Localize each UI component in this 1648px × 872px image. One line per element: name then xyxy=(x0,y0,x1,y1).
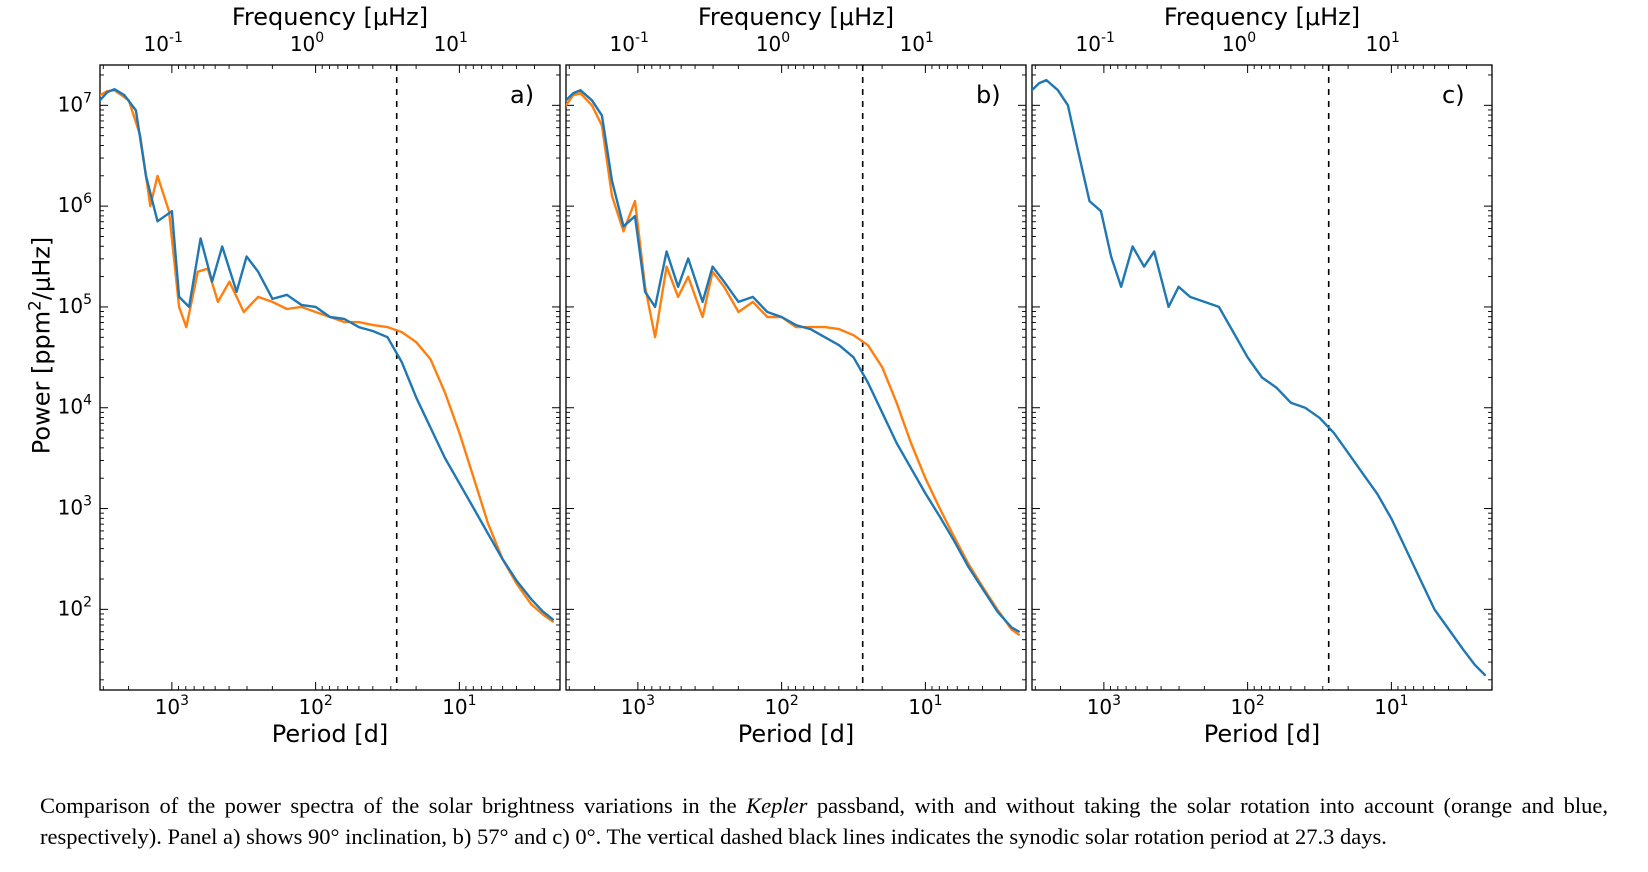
svg-text:101: 101 xyxy=(908,693,942,719)
svg-text:105: 105 xyxy=(58,292,92,318)
svg-text:Period [d]: Period [d] xyxy=(272,720,388,748)
svg-text:102: 102 xyxy=(1230,693,1264,719)
figure-svg: 103102101Period [d]10-1100101Frequency [… xyxy=(0,0,1648,872)
svg-text:101: 101 xyxy=(1374,693,1408,719)
svg-text:103: 103 xyxy=(155,693,189,719)
svg-text:103: 103 xyxy=(1087,693,1121,719)
svg-text:101: 101 xyxy=(1366,30,1400,56)
figure-caption: Comparison of the power spectra of the s… xyxy=(40,791,1608,852)
svg-text:100: 100 xyxy=(290,30,324,56)
series-blue xyxy=(100,89,553,619)
series-blue xyxy=(1032,80,1485,675)
svg-text:Frequency [μHz]: Frequency [μHz] xyxy=(232,3,428,31)
svg-text:106: 106 xyxy=(58,191,92,217)
svg-text:10-1: 10-1 xyxy=(610,30,649,56)
power-spectrum-figure: 103102101Period [d]10-1100101Frequency [… xyxy=(0,0,1648,872)
svg-text:101: 101 xyxy=(434,30,468,56)
svg-text:103: 103 xyxy=(621,693,655,719)
series-orange xyxy=(100,90,553,621)
y-axis-label: Power [ppm2/μHz] xyxy=(25,216,56,476)
svg-text:Period [d]: Period [d] xyxy=(738,720,854,748)
svg-text:101: 101 xyxy=(900,30,934,56)
svg-text:104: 104 xyxy=(58,393,92,419)
svg-text:Period [d]: Period [d] xyxy=(1204,720,1320,748)
svg-text:Frequency [μHz]: Frequency [μHz] xyxy=(698,3,894,31)
svg-text:107: 107 xyxy=(58,90,92,116)
svg-text:10-1: 10-1 xyxy=(144,30,183,56)
svg-text:10-1: 10-1 xyxy=(1076,30,1115,56)
svg-text:100: 100 xyxy=(756,30,790,56)
svg-text:101: 101 xyxy=(442,693,476,719)
svg-text:a): a) xyxy=(510,81,534,109)
panel-a: 103102101Period [d]10-1100101Frequency [… xyxy=(58,3,560,748)
svg-text:100: 100 xyxy=(1222,30,1256,56)
panel-c: 103102101Period [d]10-1100101Frequency [… xyxy=(1032,3,1492,748)
svg-text:102: 102 xyxy=(58,594,92,620)
svg-text:103: 103 xyxy=(58,494,92,520)
svg-text:b): b) xyxy=(976,81,1001,109)
svg-text:102: 102 xyxy=(764,693,798,719)
svg-text:c): c) xyxy=(1442,81,1465,109)
series-blue xyxy=(566,90,1019,631)
panel-b: 103102101Period [d]10-1100101Frequency [… xyxy=(566,3,1026,748)
svg-text:102: 102 xyxy=(298,693,332,719)
svg-text:Frequency [μHz]: Frequency [μHz] xyxy=(1164,3,1360,31)
series-orange xyxy=(566,93,1019,634)
